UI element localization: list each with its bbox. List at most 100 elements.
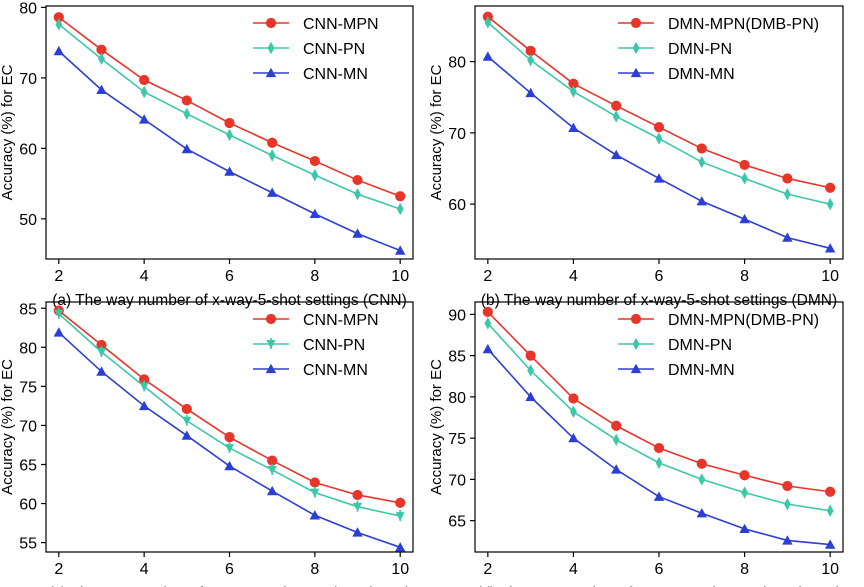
legend-label: DMN-MN (668, 362, 735, 379)
y-tick-label: 85 (19, 301, 37, 318)
data-point (612, 433, 620, 446)
data-point (226, 128, 233, 142)
legend-label: CNN-PN (303, 41, 365, 58)
data-point (568, 432, 579, 443)
legend-label: DMN-PN (668, 41, 732, 58)
x-tick-label: 2 (54, 268, 63, 285)
legend-label: DMN-MPN(DMB-PN) (668, 16, 819, 33)
x-tick-label: 10 (391, 561, 409, 578)
data-point (653, 173, 665, 183)
legend-marker (630, 17, 642, 29)
data-point (826, 504, 834, 517)
legend-label: CNN-MN (303, 362, 368, 379)
y-tick-label: 60 (19, 497, 37, 514)
y-tick-label: 80 (19, 0, 37, 17)
y-axis-label: Accuracy (%) for EC (428, 64, 445, 200)
y-tick-label: 70 (448, 126, 466, 143)
x-tick-label: 4 (140, 268, 149, 285)
data-point (181, 430, 193, 440)
x-axis-label: (b) The way number of x-way-5-shot setti… (481, 292, 837, 309)
data-point (739, 470, 750, 481)
data-point (782, 535, 793, 545)
series-line-DMN-PN (487, 322, 831, 512)
y-tick-label: 90 (448, 307, 466, 324)
data-point (266, 485, 278, 496)
data-point (140, 85, 148, 99)
legend-marker (267, 41, 275, 55)
data-point (55, 18, 63, 31)
data-point (611, 464, 622, 474)
data-point (309, 477, 320, 488)
chart-panel-2: 2 4 6 8 10 60 70 80 (b) The way number of x-way-… (428, 5, 844, 309)
y-tick-label: 70 (19, 71, 37, 88)
y-tick-label: 65 (448, 514, 466, 531)
data-point (825, 486, 836, 497)
y-tick-label: 60 (448, 197, 466, 214)
x-tick-label: 6 (225, 561, 234, 578)
data-point (139, 74, 150, 86)
data-point (224, 460, 235, 471)
data-point (138, 400, 150, 411)
x-axis-label: (a) The way number of x-way-5-shot setti… (52, 292, 407, 309)
x-tick-label: 6 (655, 561, 664, 578)
x-tick-label: 6 (655, 268, 664, 285)
legend-label: CNN-PN (303, 337, 365, 354)
chart-panel-3: 2 4 6 8 10 55 60 65 70 75 80 85 (c) The way number o… (0, 301, 414, 587)
data-point (782, 173, 793, 184)
y-axis-label: Accuracy (%) for EC (0, 359, 16, 495)
data-point (183, 107, 191, 121)
chart-panel-4: 2 4 6 8 10 65 70 75 80 85 90 (d) The way number of … (428, 301, 844, 587)
data-point (525, 391, 536, 402)
data-point (696, 458, 707, 469)
data-point (181, 143, 193, 154)
data-point (352, 489, 363, 501)
data-point (224, 117, 235, 129)
legend-marker (265, 313, 277, 325)
legend-label: DMN-PN (668, 337, 732, 354)
data-point (568, 393, 579, 404)
chart-panel-1: 2 4 6 8 10 50 60 70 80 (a) The way number of x-wa… (0, 0, 414, 309)
series-line-DMN-MN (487, 55, 831, 250)
data-point (267, 455, 278, 466)
data-point (396, 202, 404, 216)
x-tick-label: 8 (740, 268, 749, 285)
y-tick-label: 65 (19, 458, 37, 475)
data-point (655, 132, 663, 145)
x-tick-label: 10 (821, 561, 839, 578)
legend-label: DMN-MN (668, 66, 735, 83)
data-point (96, 84, 107, 95)
legend-marker (266, 338, 276, 349)
y-tick-label: 85 (448, 349, 466, 366)
data-point (739, 523, 750, 534)
data-point (267, 137, 278, 148)
data-point (570, 405, 577, 418)
data-point (527, 53, 535, 67)
data-point (741, 486, 748, 499)
data-point (309, 208, 321, 219)
data-point (696, 508, 707, 518)
legend-marker (630, 363, 642, 374)
x-axis-label: (d) The way number of x-way-15-shot sett… (477, 585, 842, 587)
y-tick-label: 80 (19, 340, 37, 357)
data-point (309, 510, 321, 520)
data-point (225, 442, 234, 454)
data-point (267, 463, 277, 475)
data-point (311, 168, 319, 182)
series-line-DMN-MPN(DMB-PN) (487, 16, 831, 189)
legend-marker (265, 17, 277, 29)
x-tick-label: 6 (225, 268, 234, 285)
data-point (354, 187, 361, 201)
data-point (655, 456, 663, 470)
data-point (98, 52, 105, 66)
data-point (698, 473, 706, 486)
data-point (395, 510, 405, 522)
data-point (53, 327, 65, 337)
legend-marker (630, 313, 642, 325)
data-point (653, 122, 665, 133)
data-point (53, 45, 65, 56)
x-axis-label: (c) The way number of x-way-15-shot sett… (48, 585, 410, 587)
data-point (739, 159, 750, 171)
data-point (825, 182, 836, 193)
data-point (268, 149, 276, 162)
data-point (266, 187, 278, 197)
